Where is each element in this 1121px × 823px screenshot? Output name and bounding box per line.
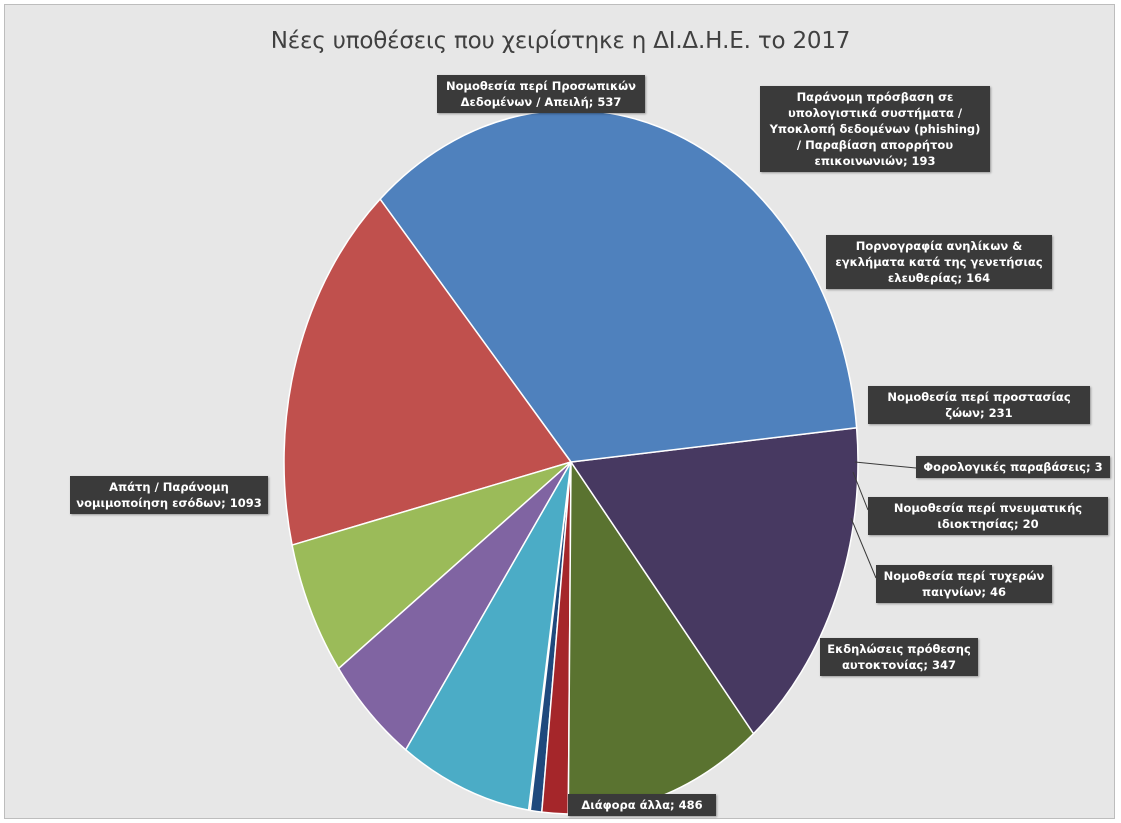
- leader-line: [852, 471, 869, 511]
- leader-line: [854, 461, 917, 469]
- leader-line: [850, 517, 877, 579]
- pie-slice: [291, 461, 572, 670]
- data-label: Παράνομη πρόσβαση σε υπολογιστικά συστήμ…: [760, 86, 990, 172]
- data-label: Νομοθεσία περί τυχερών παιγνίων; 46: [876, 565, 1052, 603]
- data-label: Πορνογραφία ανηλίκων & εγκλήματα κατά τη…: [826, 235, 1052, 289]
- pie-slice: [404, 461, 572, 812]
- pie-slice: [283, 197, 573, 547]
- chart-title: Νέες υποθέσεις που χειρίστηκε η ΔΙ.Δ.Η.Ε…: [270, 28, 851, 54]
- pie-slice: [569, 426, 859, 735]
- data-label: Νομοθεσία περί πνευματικής ιδιοκτησίας; …: [868, 497, 1108, 535]
- data-label: Εκδηλώσεις πρόθεσης αυτοκτονίας; 347: [820, 638, 978, 676]
- data-label: Διάφορα άλλα; 486: [568, 794, 716, 816]
- data-label: Νομοθεσία περί Προσωπικών Δεδομένων / Απ…: [437, 75, 645, 113]
- data-label: Φορολογικές παραβάσεις; 3: [916, 456, 1110, 478]
- data-label: Απάτη / Παράνομη νομιμοποίηση εσόδων; 10…: [70, 476, 268, 514]
- pie-slice: [379, 109, 858, 463]
- data-label: Νομοθεσία περί προστασίας ζώων; 231: [868, 386, 1090, 424]
